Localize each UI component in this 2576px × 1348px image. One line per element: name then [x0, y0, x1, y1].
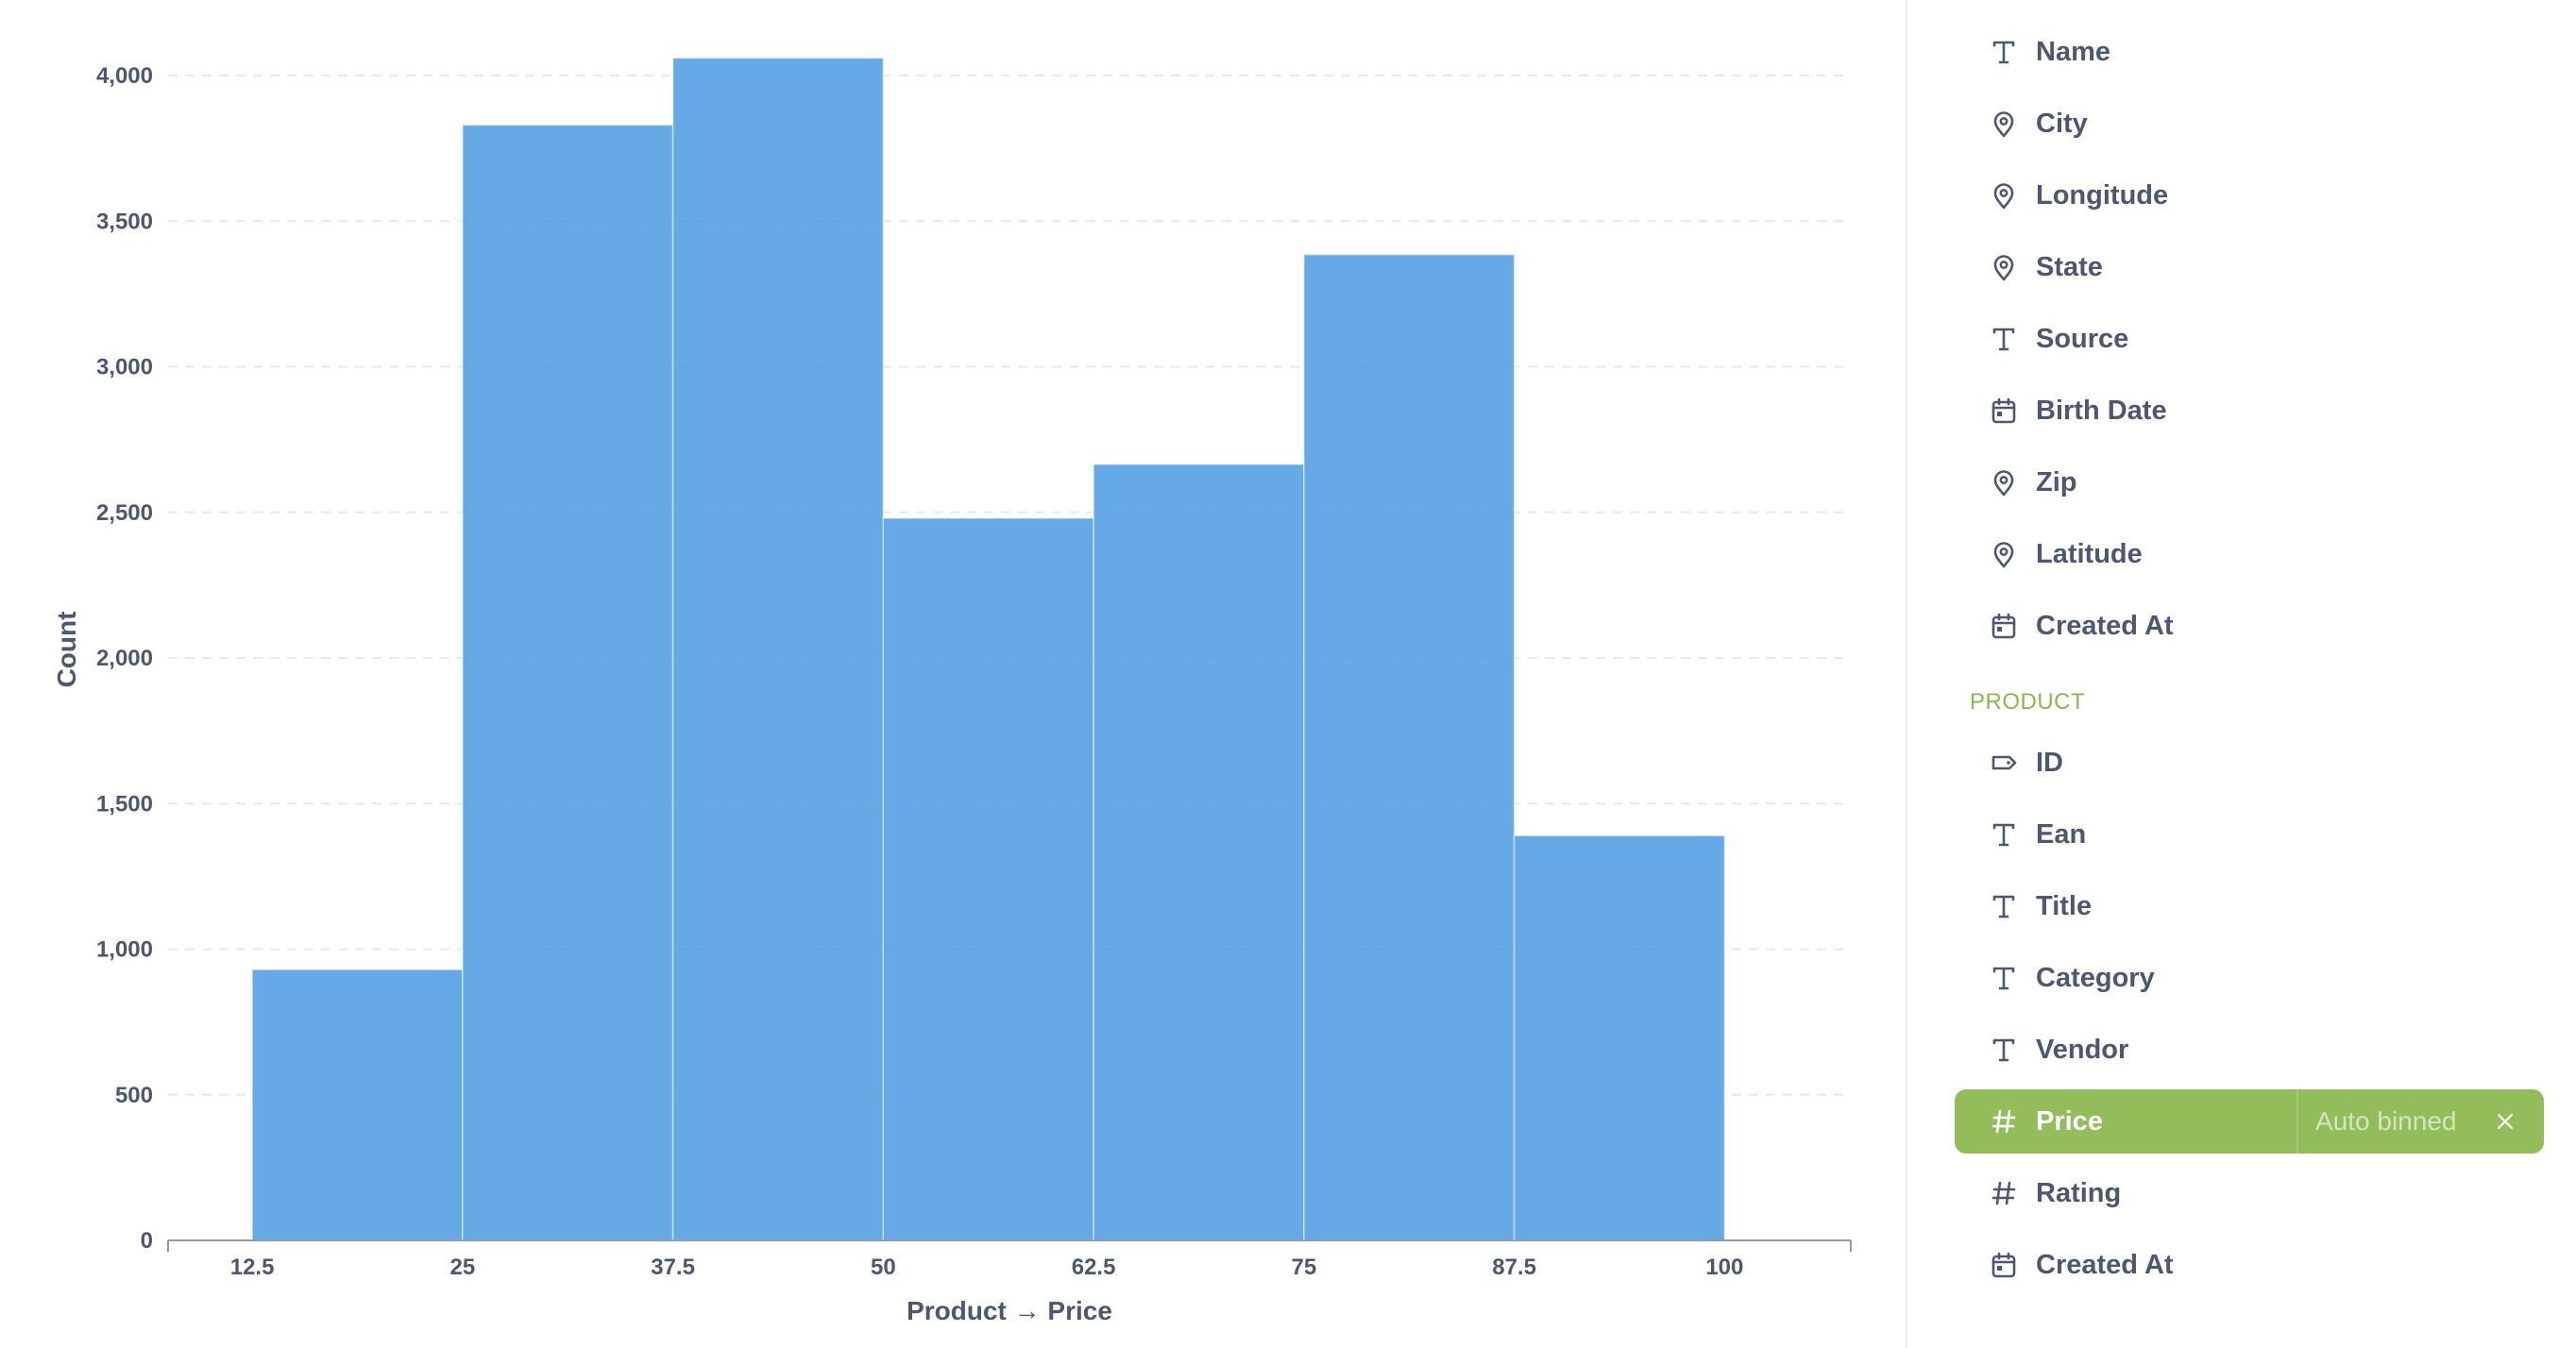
field-item-category[interactable]: Category: [1955, 946, 2544, 1010]
histogram-bar: [1513, 834, 1726, 1241]
location-icon: [1989, 109, 2019, 139]
field-label: Ean: [2036, 818, 2087, 850]
hash-icon: [1989, 1178, 2019, 1208]
field-label: State: [2036, 251, 2103, 282]
histogram-bar: [882, 517, 1094, 1241]
field-item-name[interactable]: Name: [1955, 20, 2544, 84]
text-icon: [1989, 324, 2019, 354]
field-item-created-at[interactable]: Created At: [1955, 594, 2544, 658]
text-icon: [1989, 963, 2019, 993]
field-label: Name: [2036, 36, 2110, 67]
y-tick-label: 2,500: [96, 500, 153, 526]
field-label: Category: [2036, 962, 2155, 993]
x-tick-label: 75: [1291, 1255, 1316, 1280]
field-item-vendor[interactable]: Vendor: [1955, 1018, 2544, 1082]
text-icon: [1989, 819, 2019, 850]
y-tick-label: 1,500: [96, 791, 153, 817]
histogram-bar: [1303, 253, 1516, 1241]
field-label: Zip: [2036, 466, 2077, 497]
y-tick-label: 3,000: [96, 355, 153, 380]
calendar-icon: [1989, 611, 2019, 641]
field-item-price[interactable]: Price Auto binned: [1955, 1089, 2544, 1154]
text-icon: [1989, 891, 2019, 921]
field-item-state[interactable]: State: [1955, 235, 2544, 299]
field-item-zip[interactable]: Zip: [1955, 450, 2544, 514]
x-tick-label: 37.5: [651, 1255, 695, 1280]
field-item-source[interactable]: Source: [1955, 307, 2544, 371]
field-label: Rating: [2036, 1177, 2122, 1208]
field-label: Title: [2036, 890, 2093, 921]
field-item-latitude[interactable]: Latitude: [1955, 522, 2544, 586]
field-label: Source: [2036, 323, 2129, 354]
y-tick-label: 500: [115, 1083, 153, 1108]
histogram-bar: [671, 57, 885, 1241]
text-icon: [1989, 1035, 2019, 1065]
field-item-id[interactable]: ID: [1955, 731, 2544, 795]
field-item-created-at[interactable]: Created At: [1955, 1233, 2544, 1297]
field-item-city[interactable]: City: [1955, 92, 2544, 156]
field-label: Vendor: [2036, 1034, 2129, 1065]
field-item-rating[interactable]: Rating: [1955, 1161, 2544, 1225]
x-tick-label: 87.5: [1492, 1255, 1536, 1280]
histogram-bar: [1093, 463, 1305, 1241]
tag-icon: [1989, 748, 2019, 778]
calendar-icon: [1989, 1250, 2019, 1280]
calendar-icon: [1989, 396, 2019, 426]
location-icon: [1989, 252, 2019, 282]
text-icon: [1989, 37, 2019, 67]
field-sidebar: Name City Longitude State Source Birth Date Zi…: [1906, 0, 2576, 1348]
chart-svg: 0 500 1,000 1,500 2,000 2,500 3,000 3,500 4,000 1…: [52, 57, 1852, 1325]
location-icon: [1989, 539, 2019, 569]
y-tick-label: 4,000: [96, 63, 153, 89]
y-tick-label: 3,500: [96, 209, 153, 234]
y-axis-title: Count: [52, 612, 81, 688]
field-label: Created At: [2036, 1249, 2174, 1280]
field-item-ean[interactable]: Ean: [1955, 802, 2544, 867]
histogram-chart: 0 500 1,000 1,500 2,000 2,500 3,000 3,500 4,000 1…: [52, 57, 1852, 1325]
field-label: ID: [2036, 747, 2063, 778]
section-header-product: PRODUCT: [1970, 689, 2086, 715]
remove-breakout-close-icon[interactable]: [2492, 1108, 2518, 1135]
binning-label: Auto binned: [2315, 1106, 2457, 1136]
histogram-bar: [251, 969, 464, 1241]
x-tick-label: 25: [449, 1255, 475, 1280]
histogram-bar: [462, 124, 674, 1241]
field-item-title[interactable]: Title: [1955, 874, 2544, 938]
y-tick-label: 1,000: [96, 937, 153, 963]
field-item-birth-date[interactable]: Birth Date: [1955, 379, 2544, 443]
field-label: Created At: [2036, 610, 2174, 641]
hash-icon: [1989, 1106, 2019, 1137]
field-item-longitude[interactable]: Longitude: [1955, 163, 2544, 227]
location-icon: [1989, 467, 2019, 497]
field-label: Longitude: [2036, 179, 2169, 211]
x-axis-title: Product → Price: [907, 1296, 1112, 1325]
field-label: Birth Date: [2036, 395, 2167, 426]
field-label: Latitude: [2036, 538, 2143, 569]
x-tick-label: 50: [871, 1255, 896, 1280]
field-label: City: [2036, 108, 2088, 139]
field-label: Price: [2036, 1105, 2103, 1137]
x-tick-label: 100: [1705, 1255, 1743, 1280]
y-tick-label: 0: [141, 1228, 153, 1254]
x-tick-label: 12.5: [230, 1255, 275, 1280]
x-tick-label: 62.5: [1072, 1255, 1116, 1280]
y-tick-label: 2,000: [96, 646, 153, 671]
location-icon: [1989, 180, 2019, 211]
binning-selector[interactable]: Auto binned: [2296, 1089, 2544, 1154]
